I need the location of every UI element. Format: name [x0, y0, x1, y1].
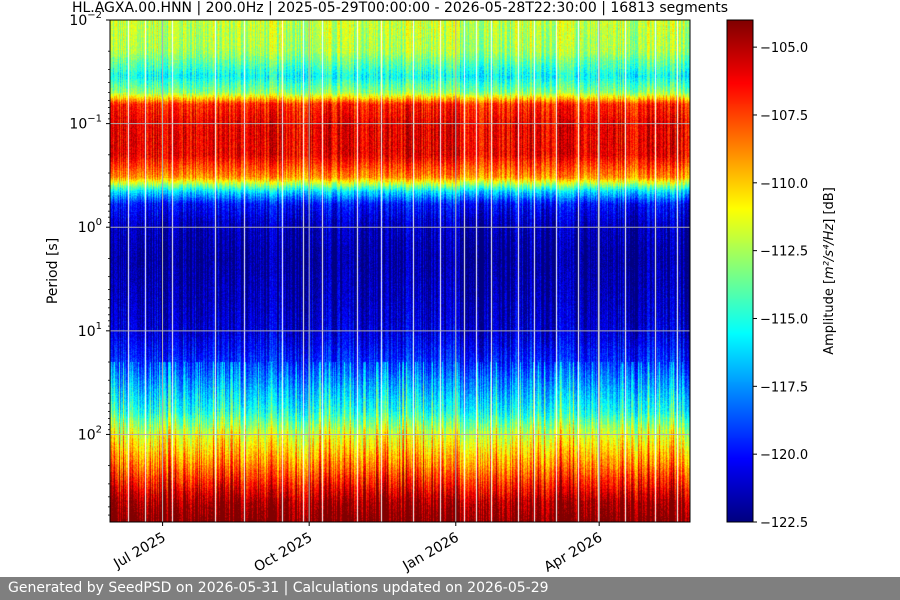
spectrogram-heatmap: [110, 20, 690, 522]
x-tick-label: Oct 2025: [251, 530, 315, 576]
y-tick-label: 10−2: [69, 10, 102, 29]
colorbar-label: Amplitude [m²/s⁴/Hz] [dB]: [822, 187, 837, 355]
y-tick-label: 100: [78, 217, 102, 236]
x-tick-label: Jan 2026: [399, 530, 461, 575]
y-tick-label-exponent: 2: [96, 424, 102, 435]
x-tick-label: Apr 2026: [541, 530, 605, 576]
chart-title: HL.AGXA.00.HNN | 200.0Hz | 2025-05-29T00…: [72, 0, 728, 16]
colorbar-tick-label: −122.5: [760, 516, 808, 531]
colorbar-label-unit: m²/s⁴/Hz: [822, 223, 837, 279]
y-tick-label-exponent: −2: [87, 10, 102, 21]
spectrogram-plot-area: [109, 19, 691, 523]
colorbar-tick-label: −107.5: [760, 109, 808, 124]
y-tick-label-exponent: 0: [96, 217, 102, 228]
footer-generated-text: Generated by SeedPSD on 2026-05-31 | Cal…: [8, 580, 549, 596]
colorbar-ticks: −105.0 −107.5 −110.0 −112.5 −115.0 −117.5 −120…: [753, 41, 808, 531]
y-tick-label-base: 10: [69, 13, 87, 29]
colorbar-label-suffix: ] [dB]: [822, 187, 837, 224]
colorbar-frame: [726, 19, 754, 523]
colorbar-tick-label: −117.5: [760, 380, 808, 395]
y-tick-label-exponent: −1: [87, 114, 102, 125]
y-tick-label-base: 10: [69, 117, 87, 133]
y-axis-label: Period [s]: [45, 238, 61, 304]
spectrogram-chart: HL.AGXA.00.HNN | 200.0Hz | 2025-05-29T00…: [45, 0, 837, 576]
y-tick-label-base: 10: [78, 220, 96, 236]
colorbar-tick-label: −120.0: [760, 448, 808, 463]
footer-bar: Generated by SeedPSD on 2026-05-31 | Cal…: [0, 577, 900, 600]
y-tick-label-base: 10: [78, 427, 96, 443]
x-tick-label: Jul 2025: [110, 530, 168, 573]
colorbar-label-prefix: Amplitude [: [822, 279, 837, 355]
y-tick-label: 102: [78, 424, 102, 443]
y-tick-label: 101: [78, 321, 102, 340]
x-axis: Jul 2025 Oct 2025 Jan 2026 Apr 2026: [110, 522, 605, 576]
colorbar-tick-label: −115.0: [760, 312, 808, 327]
gridlines: [110, 20, 690, 522]
y-tick-label-exponent: 1: [96, 321, 102, 332]
colorbar-tick-label: −105.0: [760, 41, 808, 56]
y-tick-label: 10−1: [69, 114, 102, 133]
colorbar: −105.0 −107.5 −110.0 −112.5 −115.0 −117.5 −120…: [726, 19, 837, 531]
y-tick-label-base: 10: [78, 324, 96, 340]
colorbar-tick-label: −112.5: [760, 245, 808, 260]
colorbar-tick-label: −110.0: [760, 177, 808, 192]
plot-frame: [109, 19, 691, 523]
colorbar-gradient: [727, 20, 753, 522]
